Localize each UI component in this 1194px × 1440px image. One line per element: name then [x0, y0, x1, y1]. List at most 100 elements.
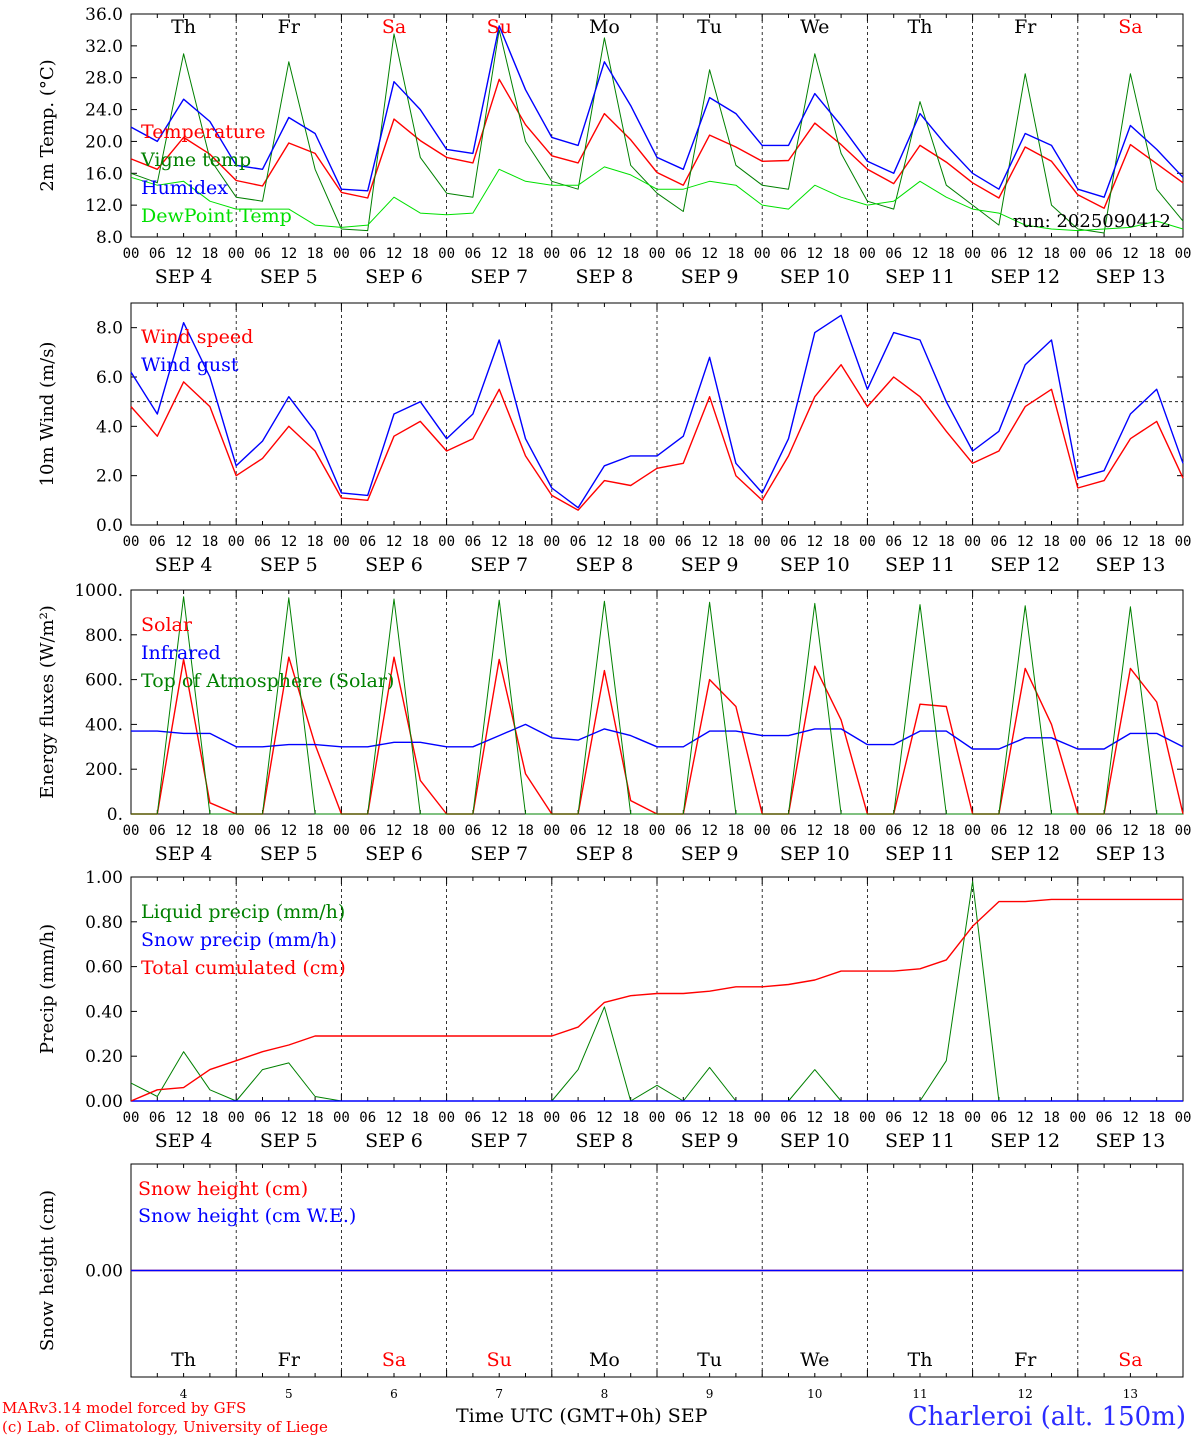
run-label: run: 2025090412	[1013, 211, 1171, 232]
x-tick-label: 12	[280, 534, 297, 550]
day-number: 11	[912, 1387, 927, 1401]
legend-entry: Solar	[141, 614, 193, 636]
x-tick-label: 06	[359, 534, 376, 550]
x-tick-label: 12	[491, 1110, 508, 1126]
x-tick-label: 18	[517, 1110, 534, 1126]
series-line-top-of-atmosphere-solar-	[131, 596, 1183, 815]
x-tick-label: 18	[517, 534, 534, 550]
x-tick-label: 00	[754, 534, 771, 550]
x-tick-label: 00	[228, 823, 245, 839]
y-tick-label: 8.0	[96, 319, 123, 339]
x-tick-label: 00	[649, 534, 666, 550]
x-tick-label: 06	[464, 823, 481, 839]
date-label: SEP 8	[575, 554, 633, 576]
x-tick-label: 06	[1096, 823, 1113, 839]
legend-entry: Infrared	[141, 642, 221, 664]
day-abbr: Su	[487, 16, 512, 38]
y-tick-label: 24.0	[85, 101, 123, 121]
x-tick-label: 06	[675, 823, 692, 839]
legend-entry: Wind gust	[141, 354, 239, 376]
y-tick-label: 200.	[85, 760, 123, 780]
x-tick-label: 00	[228, 246, 245, 262]
x-tick-label: 00	[333, 1110, 350, 1126]
x-tick-label: 12	[175, 1110, 192, 1126]
date-label: SEP 11	[885, 1130, 955, 1152]
x-tick-label: 12	[175, 246, 192, 262]
x-tick-label: 06	[1096, 1110, 1113, 1126]
date-label: SEP 10	[780, 266, 850, 288]
series-line-wind-gust	[130, 314, 1184, 509]
x-tick-label: 00	[649, 823, 666, 839]
x-tick-label: 12	[912, 534, 929, 550]
x-tick-label: 00	[1175, 823, 1192, 839]
x-tick-label: 18	[938, 246, 955, 262]
date-label: SEP 9	[681, 266, 739, 288]
panel-energy: 0. 200. 400. 600. 800. 1000. Energy fluxes (W/…	[37, 581, 1191, 865]
date-label: SEP 4	[155, 1130, 213, 1152]
x-tick-label: 12	[1017, 1110, 1034, 1126]
x-tick-label: 18	[1148, 1110, 1165, 1126]
x-tick-label: 12	[491, 534, 508, 550]
x-tick-label: 06	[254, 246, 271, 262]
x-tick-label: 06	[464, 1110, 481, 1126]
day-abbr: Tu	[697, 16, 722, 38]
x-tick-label: 06	[570, 246, 587, 262]
x-tick-label: 18	[622, 246, 639, 262]
x-tick-label: 18	[201, 823, 218, 839]
date-label: SEP 6	[365, 843, 423, 865]
x-tick-label: 18	[307, 534, 324, 550]
x-tick-label: 06	[990, 823, 1007, 839]
x-tick-label: 00	[543, 1110, 560, 1126]
y-tick-label: 800.	[85, 626, 123, 646]
x-tick-label: 00	[123, 823, 140, 839]
x-tick-label: 12	[175, 823, 192, 839]
x-tick-label: 12	[596, 1110, 613, 1126]
series-line-dewpoint-temp	[130, 166, 1184, 232]
y-tick-label: 16.0	[85, 164, 123, 184]
date-label: SEP 4	[155, 843, 213, 865]
x-tick-label: 00	[228, 1110, 245, 1126]
x-tick-label: 12	[280, 1110, 297, 1126]
x-tick-label: 06	[464, 246, 481, 262]
x-tick-label: 06	[885, 823, 902, 839]
x-tick-label: 00	[123, 1110, 140, 1126]
x-tick-label: 18	[938, 1110, 955, 1126]
date-label: SEP 5	[260, 843, 318, 865]
x-tick-label: 18	[1043, 246, 1060, 262]
x-tick-label: 12	[1017, 534, 1034, 550]
legend-entry: Snow height (cm W.E.)	[138, 1205, 356, 1227]
x-tick-label: 12	[386, 823, 403, 839]
x-tick-label: 18	[201, 534, 218, 550]
x-tick-label: 12	[701, 823, 718, 839]
x-tick-label: 00	[123, 534, 140, 550]
day-abbr: Mo	[589, 16, 620, 38]
day-number: 7	[495, 1387, 503, 1401]
y-axis-label: Precip (mm/h)	[37, 924, 58, 1054]
x-tick-label: 18	[307, 1110, 324, 1126]
y-tick-label: 0.	[107, 805, 123, 825]
legend-entry: DewPoint Temp	[141, 205, 292, 227]
x-tick-label: 06	[990, 246, 1007, 262]
x-tick-label: 00	[1175, 246, 1192, 262]
x-tick-label: 18	[1148, 246, 1165, 262]
day-number: 8	[601, 1387, 609, 1401]
x-tick-label: 12	[596, 246, 613, 262]
x-tick-label: 00	[123, 246, 140, 262]
x-tick-label: 00	[964, 534, 981, 550]
x-tick-label: 18	[1043, 1110, 1060, 1126]
legend-entry: Top of Atmosphere (Solar)	[141, 670, 394, 692]
x-tick-label: 00	[859, 1110, 876, 1126]
date-label: SEP 5	[260, 1130, 318, 1152]
y-tick-label: 1.00	[85, 868, 123, 888]
date-label: SEP 7	[470, 1130, 528, 1152]
x-tick-label: 06	[149, 823, 166, 839]
day-abbr: Sa	[382, 1349, 406, 1371]
date-label: SEP 7	[470, 554, 528, 576]
panel-precip: 0.00 0.20 0.40 0.60 0.80 1.00 Precip (mm/h) Liq…	[37, 868, 1191, 1152]
x-tick-label: 12	[912, 1110, 929, 1126]
x-tick-label: 12	[912, 823, 929, 839]
x-tick-label: 06	[990, 534, 1007, 550]
y-tick-label: 36.0	[85, 5, 123, 25]
day-number: 10	[807, 1387, 822, 1401]
panel-temperature: 8.0 12.0 16.0 20.0 24.0 28.0 32.0 36.0 2m Temp. …	[37, 5, 1191, 288]
